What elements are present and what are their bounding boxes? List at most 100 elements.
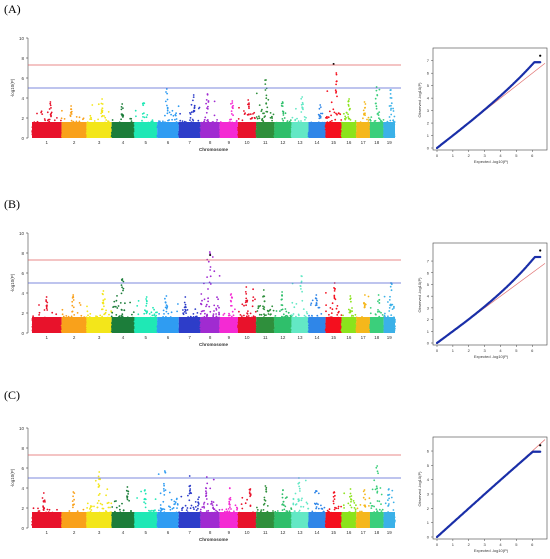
y-axis-label: -log10(P): [10, 273, 15, 292]
snp-point: [364, 114, 366, 116]
snp-point: [248, 107, 250, 110]
y-tick-label: 6: [21, 76, 24, 81]
snp-point: [390, 102, 393, 105]
chromosome-band: [200, 122, 220, 138]
snp-point: [347, 105, 350, 107]
snp-point: [38, 314, 40, 316]
snp-point: [38, 311, 41, 314]
snp-point: [189, 112, 191, 114]
chromosome-band: [61, 317, 87, 333]
snp-point: [282, 119, 285, 122]
snp-point: [124, 302, 126, 305]
snp-point: [76, 312, 79, 314]
snp-point: [49, 101, 52, 103]
snp-point: [102, 290, 105, 292]
snp-point: [100, 308, 103, 311]
chromosome-tick-label: 11: [263, 140, 268, 145]
chromosome-15-points: [324, 72, 343, 138]
snp-point: [207, 105, 209, 108]
snp-point: [300, 97, 303, 100]
snp-point: [333, 111, 336, 114]
snp-point: [181, 120, 184, 122]
snp-point: [117, 305, 120, 307]
snp-point: [90, 116, 92, 119]
chromosome-12-points: [273, 101, 293, 138]
snp-point: [327, 116, 330, 119]
snp-point: [264, 89, 267, 91]
snp-point: [71, 304, 74, 307]
snp-point: [100, 102, 103, 105]
snp-point: [389, 119, 392, 122]
snp-point: [111, 311, 114, 314]
snp-point: [347, 117, 350, 120]
snp-point: [207, 120, 210, 123]
snp-point: [304, 118, 306, 121]
snp-point: [205, 99, 208, 101]
snp-point: [258, 104, 261, 106]
snp-point: [53, 119, 56, 122]
snp-point: [141, 119, 143, 122]
qq-y-tick-label: 4: [427, 96, 430, 101]
chromosome-band: [111, 122, 135, 138]
snp-point: [113, 300, 116, 303]
snp-point: [63, 118, 66, 120]
snp-point: [328, 110, 331, 113]
snp-point: [121, 103, 124, 105]
snp-point: [340, 119, 343, 121]
snp-point: [61, 313, 64, 316]
snp-point: [129, 301, 132, 304]
qq-y-tick-label: 7: [427, 58, 430, 63]
snp-point: [89, 114, 92, 117]
y-tick-label: 8: [21, 56, 24, 61]
snp-point: [166, 98, 169, 101]
snp-point: [86, 305, 88, 308]
snp-point: [155, 311, 157, 314]
snp-point: [248, 103, 250, 106]
snp-point: [364, 106, 366, 109]
snp-point: [116, 307, 119, 309]
snp-point: [343, 112, 345, 115]
chromosome-19-points: [382, 89, 396, 138]
snp-point: [141, 113, 144, 115]
snp-point: [175, 118, 178, 120]
snp-point: [48, 118, 51, 121]
snp-point: [145, 302, 148, 305]
snp-point: [146, 300, 148, 303]
snp-point: [89, 118, 91, 120]
chromosome-band: [325, 122, 342, 138]
snp-point: [99, 314, 102, 317]
snp-point: [123, 309, 126, 312]
snp-point: [390, 97, 393, 99]
snp-point: [163, 313, 165, 315]
snp-point: [172, 114, 175, 117]
snp-point: [171, 118, 174, 121]
snp-point: [265, 79, 267, 81]
snp-point: [41, 113, 44, 115]
snp-point: [192, 94, 195, 96]
snp-point: [335, 92, 337, 94]
snp-point: [193, 104, 196, 107]
snp-point: [165, 91, 167, 93]
snp-point: [120, 108, 123, 111]
snp-point: [122, 289, 124, 292]
chromosome-tick-label: 18: [374, 140, 380, 145]
snp-point: [101, 107, 104, 110]
snp-point: [281, 101, 284, 103]
snp-point: [283, 117, 286, 119]
snp-point: [145, 305, 148, 307]
snp-point: [354, 120, 357, 122]
snp-point: [282, 114, 285, 116]
snp-point: [86, 310, 89, 313]
snp-point: [80, 314, 83, 317]
snp-point: [48, 108, 51, 110]
y-tick-label: 4: [21, 96, 24, 101]
snp-point: [104, 298, 106, 300]
snp-point: [70, 113, 73, 115]
snp-point: [111, 119, 114, 121]
y-tick-label: 2: [21, 311, 24, 316]
snp-point: [168, 111, 171, 114]
snp-point: [93, 120, 96, 122]
snp-point: [72, 295, 74, 298]
